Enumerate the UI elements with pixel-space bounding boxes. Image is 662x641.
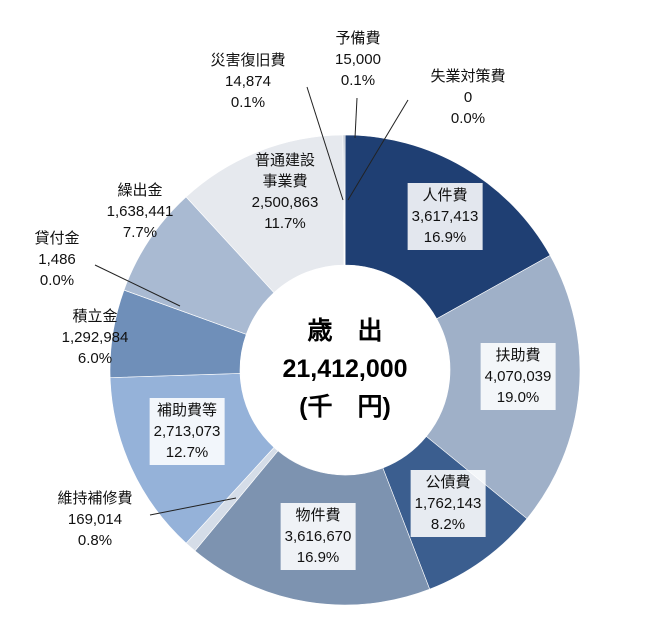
percent-label: 19.0% (496, 389, 540, 406)
slice-label: 予備費 15,000 0.1% (335, 28, 381, 91)
slice-label: 災害復旧費 14,874 0.1% (210, 50, 285, 113)
category-name: 予備費 (335, 30, 381, 47)
value-label: 2,713,073 (153, 423, 221, 440)
percent-label: 0.1% (340, 72, 376, 89)
value-label: 14,874 (225, 73, 271, 90)
slice-label: 人件費 3,617,413 16.9% (407, 183, 483, 250)
value-label: 3,617,413 (411, 208, 479, 225)
percent-label: 16.9% (423, 229, 467, 246)
value-label: 3,616,670 (284, 528, 352, 545)
center-title: 歳 出 (307, 317, 383, 345)
leader-line (354, 97, 358, 139)
percent-label: 16.9% (296, 549, 340, 566)
slice-label: 維持補修費 169,014 0.8% (57, 488, 132, 551)
slice-label: 扶助費 4,070,039 19.0% (480, 343, 556, 410)
slice-label: 物件費 3,616,670 16.9% (280, 503, 356, 570)
slice-label: 積立金 1,292,984 6.0% (62, 306, 129, 369)
percent-label: 6.0% (77, 350, 113, 367)
percent-label: 0.0% (39, 272, 75, 289)
value-label: 15,000 (335, 51, 381, 68)
category-name: 失業対策費 (430, 68, 506, 85)
slice-label: 公債費 1,762,143 8.2% (410, 470, 486, 537)
category-name: 普通建設事業費 (254, 152, 315, 190)
value-label: 0 (463, 89, 473, 106)
percent-label: 7.7% (122, 224, 158, 241)
center-label: 歳 出 21,412,000 (千 円) (282, 312, 407, 426)
leader-line (347, 99, 409, 201)
leader-line (306, 86, 344, 201)
category-name: 積立金 (72, 308, 118, 325)
value-label: 1,762,143 (414, 495, 482, 512)
percent-label: 11.7% (264, 215, 306, 232)
value-label: 1,486 (38, 251, 76, 268)
value-label: 4,070,039 (484, 368, 552, 385)
category-name: 貸付金 (34, 230, 80, 247)
percent-label: 0.0% (450, 110, 486, 127)
category-name: 維持補修費 (57, 490, 133, 507)
category-name: 繰出金 (117, 182, 163, 199)
percent-label: 0.8% (77, 532, 113, 549)
value-label: 1,638,441 (106, 203, 174, 220)
value-label: 169,014 (67, 511, 123, 528)
category-name: 人件費 (422, 187, 468, 204)
slice-label: 失業対策費 0 0.0% (430, 66, 505, 129)
slice-label: 補助費等 2,713,073 12.7% (149, 398, 225, 465)
slice-label: 普通建設事業費 2,500,863 11.7% (252, 150, 319, 234)
category-name: 補助費等 (156, 402, 218, 419)
total: 21,412,000 (282, 355, 408, 383)
leader-line (149, 497, 237, 516)
value-label: 2,500,863 (251, 194, 319, 211)
slice-label: 貸付金 1,486 0.0% (34, 228, 79, 291)
slice-label: 繰出金 1,638,441 7.7% (107, 180, 174, 243)
percent-label: 12.7% (165, 444, 209, 461)
percent-label: 0.1% (230, 94, 266, 111)
value-label: 1,292,984 (61, 329, 129, 346)
category-name: 公債費 (425, 474, 471, 491)
category-name: 扶助費 (495, 347, 541, 364)
leader-line (94, 264, 181, 307)
category-name: 物件費 (295, 507, 341, 524)
percent-label: 8.2% (430, 516, 466, 533)
category-name: 災害復旧費 (210, 52, 286, 69)
unit: (千 円) (299, 393, 391, 421)
